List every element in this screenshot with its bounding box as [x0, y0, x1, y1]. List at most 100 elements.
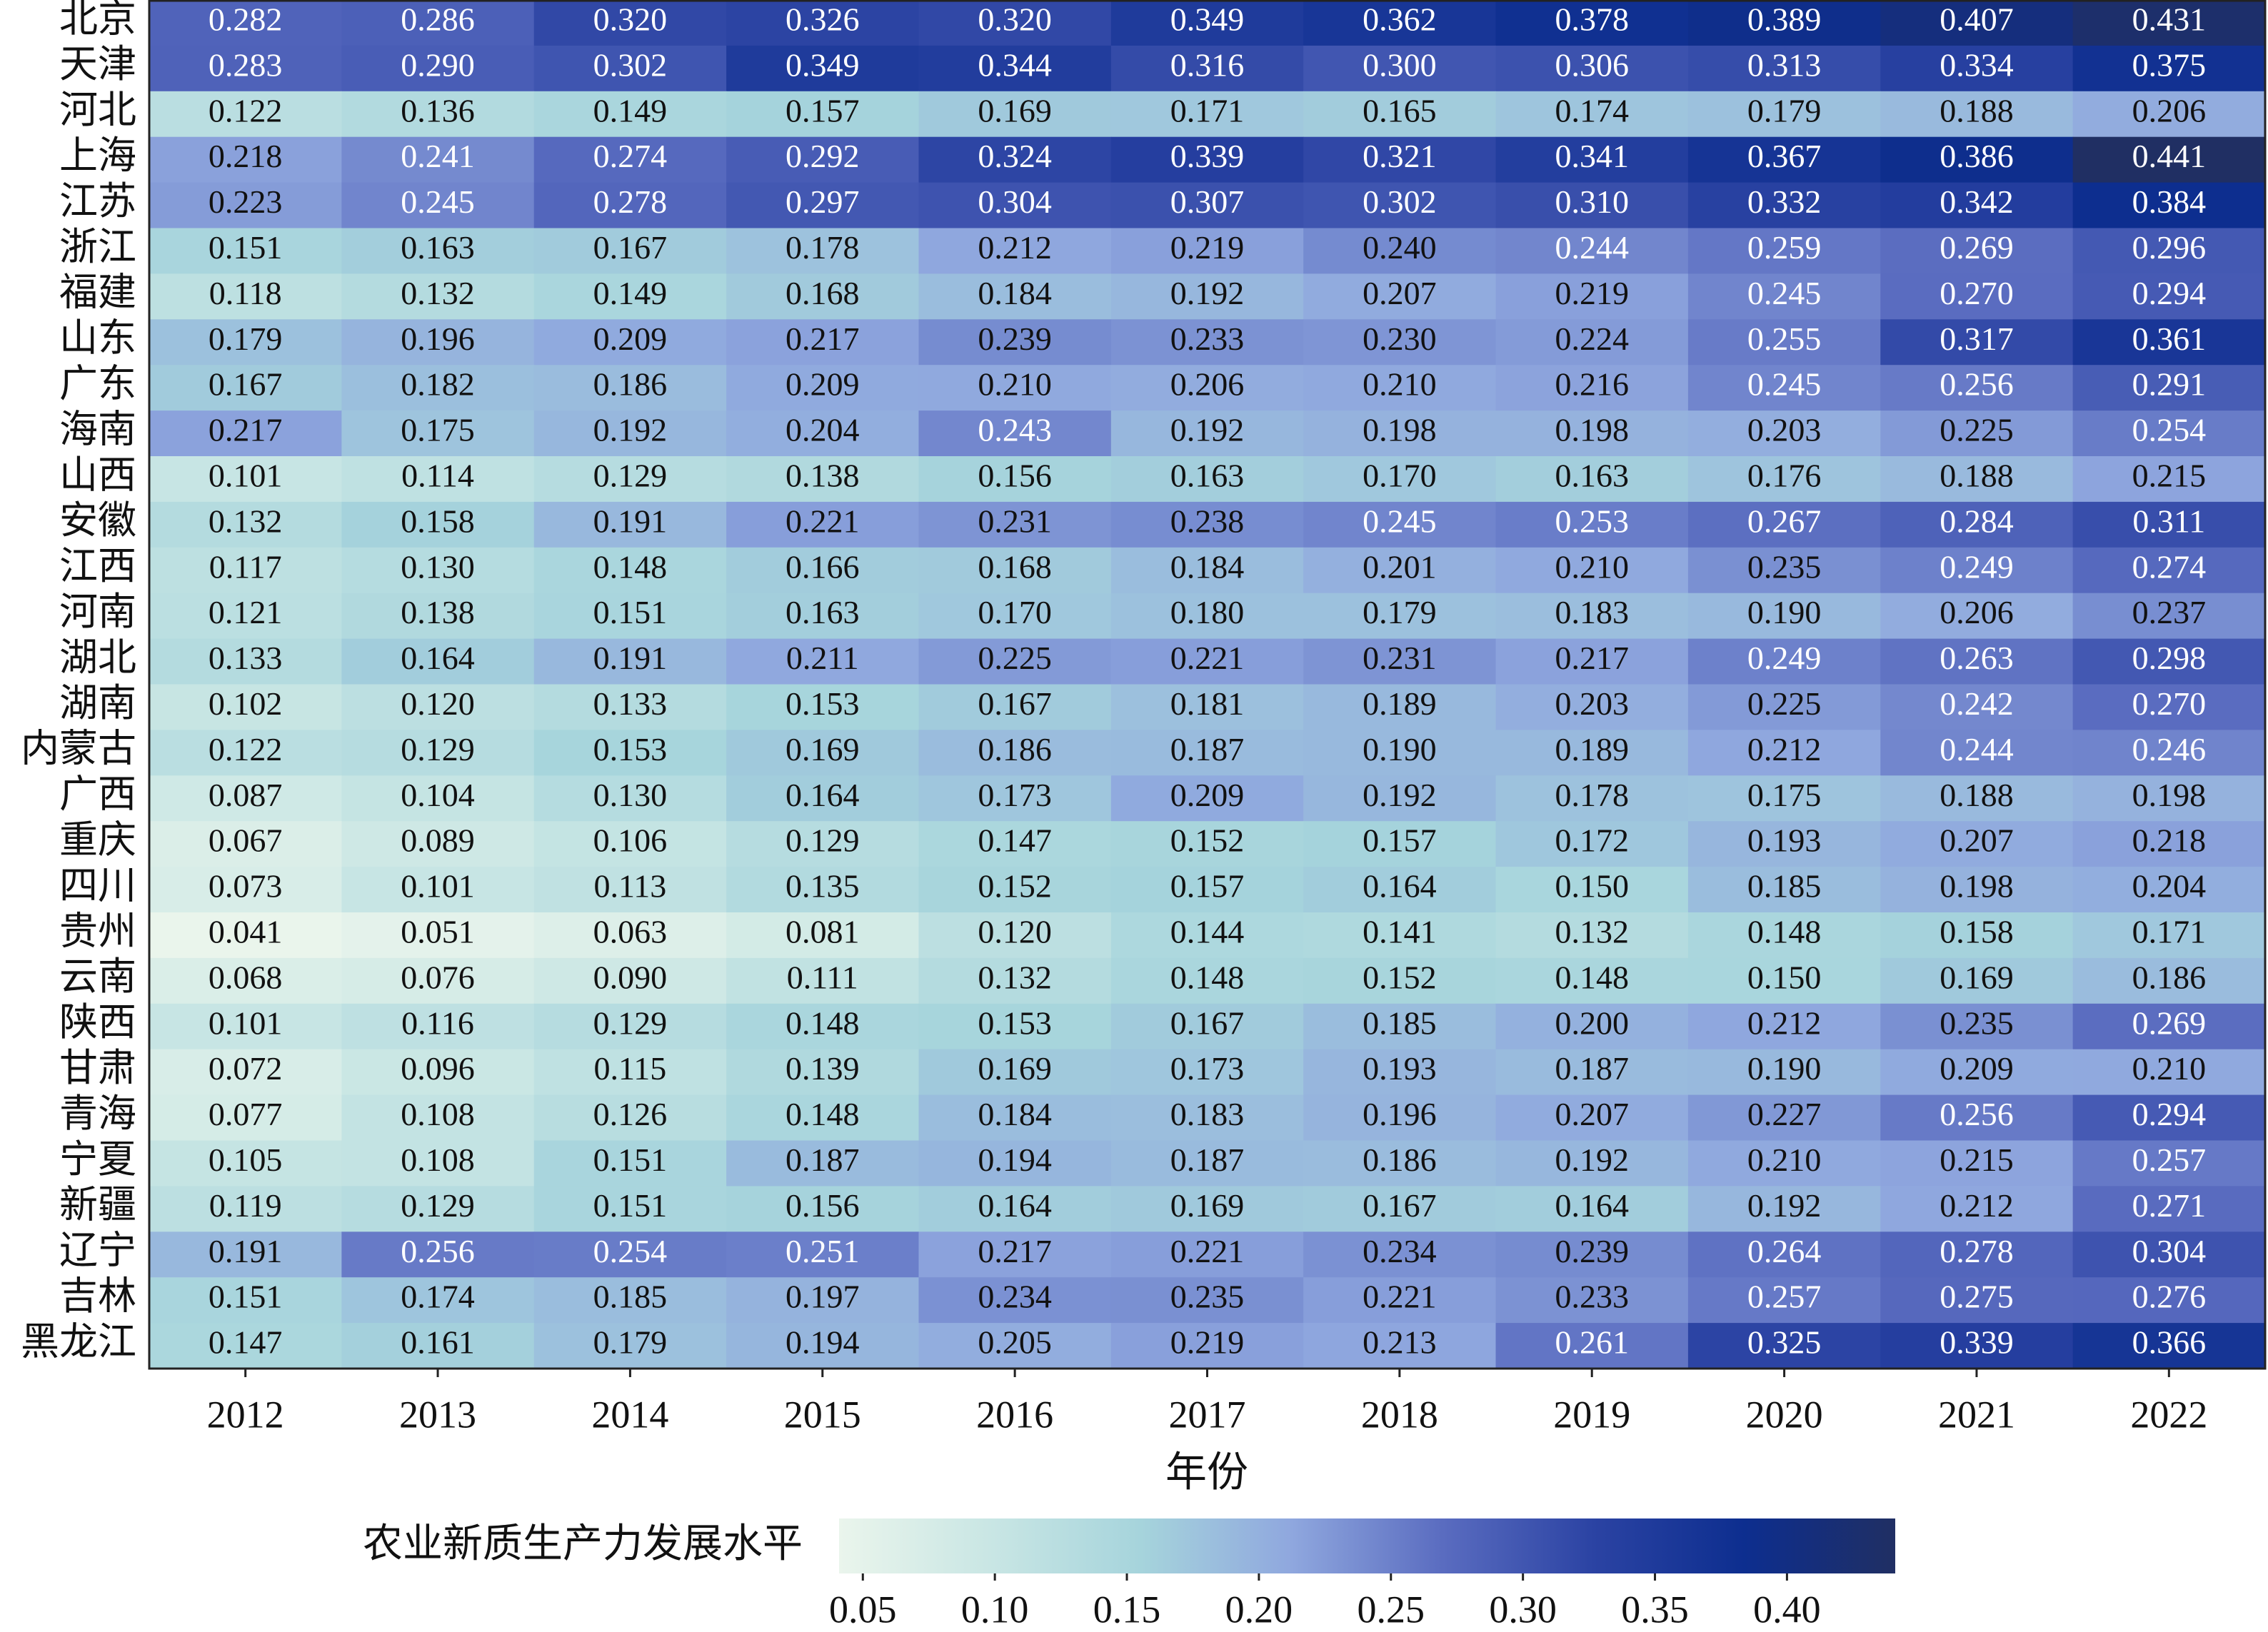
y-tick-label: 天津	[59, 43, 136, 86]
heatmap-cell	[1110, 228, 1304, 274]
cell-label: 0.139	[786, 1050, 860, 1087]
cell-label: 0.132	[978, 959, 1052, 995]
heatmap-cell	[1303, 182, 1497, 228]
cell-label: 0.150	[1555, 868, 1629, 905]
cell-label: 0.150	[1747, 959, 1822, 995]
cell-label: 0.194	[786, 1324, 860, 1361]
heatmap-cell	[1110, 45, 1304, 92]
cell-label: 0.138	[401, 594, 475, 630]
cell-label: 0.215	[2132, 458, 2207, 494]
cell-label: 0.316	[1170, 46, 1245, 83]
heatmap-cell	[1495, 1323, 1689, 1369]
heatmap-cell	[149, 1094, 342, 1141]
cell-label: 0.187	[1170, 731, 1245, 767]
heatmap-cell	[533, 684, 727, 730]
cell-label: 0.292	[786, 138, 860, 174]
heatmap-cell	[1495, 1094, 1689, 1141]
heatmap-cell	[918, 501, 1112, 548]
cell-label: 0.106	[593, 822, 668, 859]
heatmap-cell	[1303, 228, 1497, 274]
cell-label: 0.269	[1940, 229, 2014, 266]
heatmap-cell	[918, 228, 1112, 274]
y-tick-label: 河南	[59, 590, 136, 633]
cell-label: 0.249	[1940, 548, 2014, 585]
cell-label: 0.224	[1555, 321, 1629, 357]
heatmap-cell	[918, 775, 1112, 822]
cell-label: 0.264	[1747, 1233, 1822, 1269]
heatmap-cell	[1110, 1049, 1304, 1096]
colorbar-label: 农业新质生产力发展水平	[363, 1522, 803, 1566]
cell-label: 0.167	[593, 229, 668, 266]
y-tick-label: 北京	[59, 0, 136, 40]
heatmap-cell	[726, 1277, 919, 1324]
heatmap-cell	[726, 1186, 919, 1232]
cell-label: 0.307	[1170, 183, 1245, 220]
cell-label: 0.181	[1170, 685, 1245, 722]
cell-label: 0.122	[209, 731, 283, 767]
heatmap-cell	[1880, 456, 2074, 503]
cell-label: 0.253	[1555, 503, 1629, 539]
heatmap-cell	[1495, 319, 1689, 366]
cell-label: 0.274	[2132, 548, 2207, 585]
heatmap-cell	[1687, 365, 1881, 411]
cell-label: 0.198	[2132, 777, 2207, 813]
heatmap-cell	[1495, 228, 1689, 274]
cell-label: 0.254	[593, 1233, 668, 1269]
heatmap-cell	[1880, 0, 2074, 46]
heatmap-cell	[2072, 684, 2266, 730]
heatmap-cell	[918, 1049, 1112, 1096]
heatmap-cell	[2072, 1186, 2266, 1232]
heatmap-cell	[2072, 228, 2266, 274]
heatmap-cell	[2072, 1140, 2266, 1187]
heatmap-cell	[341, 867, 535, 913]
cell-label: 0.167	[1363, 1187, 1437, 1224]
heatmap-cell	[1303, 273, 1497, 320]
cell-label: 0.375	[2132, 46, 2207, 83]
heatmap-cell	[533, 593, 727, 640]
cell-label: 0.219	[1170, 1324, 1245, 1361]
y-tick-label: 辽宁	[59, 1229, 136, 1272]
heatmap-cell	[1880, 365, 2074, 411]
heatmap-cell	[341, 1094, 535, 1141]
heatmap-cell	[341, 319, 535, 366]
cell-label: 0.147	[978, 822, 1052, 859]
y-tick-label: 宁夏	[59, 1138, 136, 1181]
cell-label: 0.198	[1363, 412, 1437, 448]
y-tick-label: 江西	[59, 545, 136, 588]
heatmap-cell	[1687, 912, 1881, 959]
cell-label: 0.210	[1555, 548, 1629, 585]
heatmap-cell	[2072, 319, 2266, 366]
cell-label: 0.209	[1170, 777, 1245, 813]
heatmap-cell	[341, 273, 535, 320]
y-tick-label: 黑龙江	[21, 1320, 136, 1363]
cell-label: 0.108	[401, 1096, 475, 1132]
heatmap-cell	[1687, 1094, 1881, 1141]
cell-label: 0.206	[1940, 594, 2014, 630]
heatmap-cell	[726, 1231, 919, 1278]
cell-label: 0.129	[401, 731, 475, 767]
heatmap-cell	[1495, 0, 1689, 46]
cell-label: 0.096	[401, 1050, 475, 1087]
cell-label: 0.200	[1555, 1004, 1629, 1041]
cell-label: 0.317	[1940, 321, 2014, 357]
heatmap-cell	[726, 912, 919, 959]
x-tick-label: 2017	[1169, 1393, 1246, 1436]
heatmap-cell	[1303, 547, 1497, 594]
heatmap-cell	[1495, 273, 1689, 320]
cell-label: 0.151	[209, 229, 283, 266]
cell-label: 0.190	[1747, 1050, 1822, 1087]
cell-label: 0.111	[787, 959, 858, 995]
heatmap-cell	[1303, 410, 1497, 457]
cell-label: 0.241	[401, 138, 475, 174]
cell-label: 0.163	[401, 229, 475, 266]
heatmap-cell	[1495, 365, 1689, 411]
heatmap-cell	[918, 547, 1112, 594]
heatmap-cell	[1687, 638, 1881, 685]
colorbar-tick-label: 0.25	[1358, 1588, 1425, 1631]
heatmap-cell	[149, 638, 342, 685]
y-tick-label: 江苏	[59, 180, 136, 223]
cell-label: 0.067	[209, 822, 283, 859]
cell-label: 0.102	[209, 685, 283, 722]
heatmap-cell	[533, 1049, 727, 1096]
heatmap-cell	[2072, 957, 2266, 1004]
